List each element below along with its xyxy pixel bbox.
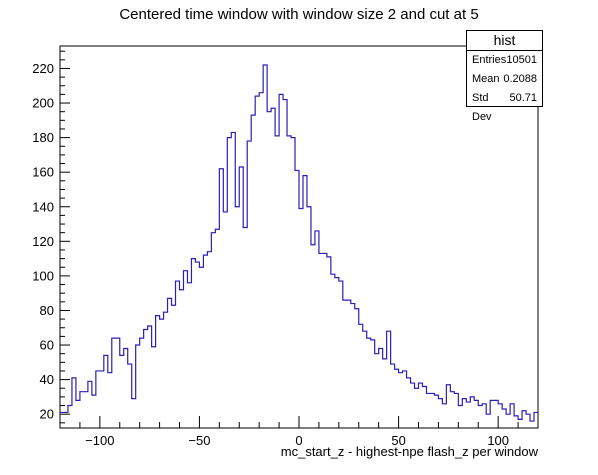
- x-tick-label: −100: [85, 433, 114, 448]
- y-tick-label: 60: [40, 338, 54, 353]
- stats-mean-value: 0.2088: [503, 73, 537, 85]
- y-tick-label: 140: [32, 199, 54, 214]
- histogram-series-hist: [60, 64, 538, 422]
- y-tick-label: 40: [40, 372, 54, 387]
- stats-box: hist Entries 10501 Mean 0.2088 Std Dev 5…: [466, 30, 543, 123]
- y-tick-label: 160: [32, 165, 54, 180]
- x-tick-label: −50: [188, 433, 210, 448]
- stats-entries-label: Entries: [472, 54, 507, 66]
- stats-row-std: Std Dev 50.71: [467, 89, 542, 123]
- stats-std-value: 50.71: [509, 92, 537, 104]
- stats-row-entries: Entries 10501: [467, 51, 542, 70]
- y-tick-label: 200: [32, 96, 54, 111]
- x-tick-label: 50: [391, 433, 405, 448]
- y-tick-label: 20: [40, 407, 54, 422]
- y-tick-label: 120: [32, 234, 54, 249]
- stats-std-label: Std Dev: [472, 92, 492, 123]
- x-tick-label: 0: [295, 433, 302, 448]
- stats-entries-value: 10501: [506, 54, 537, 66]
- y-tick-label: 80: [40, 303, 54, 318]
- x-axis-label: mc_start_z - highest-npe flash_z per win…: [280, 444, 538, 459]
- y-tick-label: 180: [32, 130, 54, 145]
- stats-mean-label: Mean: [472, 73, 500, 85]
- y-tick-label: 220: [32, 61, 54, 76]
- x-tick-label: 100: [487, 433, 509, 448]
- stats-row-mean: Mean 0.2088: [467, 70, 542, 89]
- y-tick-label: 100: [32, 268, 54, 283]
- chart-title: Centered time window with window size 2 …: [119, 6, 479, 23]
- stats-title: hist: [467, 31, 542, 51]
